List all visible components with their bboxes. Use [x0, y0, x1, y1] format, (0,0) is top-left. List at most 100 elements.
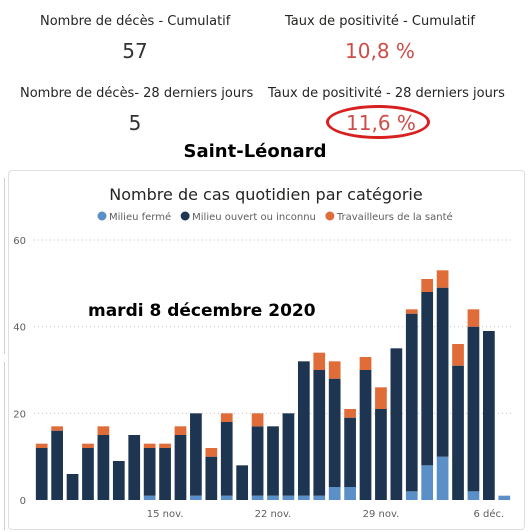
bar-segment[interactable] [159, 448, 171, 500]
bar-segment[interactable] [313, 352, 326, 370]
legend-marker [325, 211, 335, 221]
bar-segment[interactable] [282, 413, 295, 496]
kpi-value: 57 [122, 39, 148, 63]
bar-segment[interactable] [359, 357, 372, 370]
bar-segment[interactable] [205, 448, 218, 457]
bar-segment[interactable] [498, 495, 511, 500]
kpi-value: 10,8 % [345, 39, 415, 63]
bar-segment[interactable] [344, 487, 356, 500]
kpi-label: Nombre de décès- 28 derniers jours [20, 86, 254, 101]
legend-label: Milieu fermé [109, 211, 171, 223]
chart-bars [35, 270, 511, 500]
legend-label: Milieu ouvert ou inconnu [192, 212, 316, 223]
bar-segment[interactable] [282, 495, 295, 500]
bar-segment[interactable] [375, 409, 387, 500]
kpi-label: Taux de positivité - Cumulatif [285, 14, 475, 29]
highlight-ellipse [326, 105, 430, 139]
bar-segment[interactable] [467, 491, 480, 500]
bar-segment[interactable] [421, 279, 434, 292]
bar-segment[interactable] [390, 348, 403, 500]
chart-title: Nombre de cas quotidien par catégorie [109, 185, 422, 204]
bar-segment[interactable] [436, 456, 449, 500]
bar-segment[interactable] [328, 361, 341, 379]
bar-segment[interactable] [344, 409, 356, 418]
kpi-deaths-cumulative: Nombre de décès - Cumulatif 57 [40, 14, 230, 63]
bar-segment[interactable] [66, 474, 79, 500]
legend-label: Travailleurs de la santé [336, 211, 453, 223]
bar-segment[interactable] [405, 313, 418, 492]
x-tick-label: 6 déc. [474, 508, 505, 520]
bar-segment[interactable] [251, 426, 264, 496]
bar-segment[interactable] [328, 487, 341, 500]
bar-segment[interactable] [205, 456, 218, 500]
bar-segment[interactable] [436, 287, 449, 457]
kpi-value: 5 [128, 111, 142, 135]
y-tick-label: 0 [20, 496, 26, 507]
kpi-label: Taux de positivité - 28 derniers jours [268, 86, 505, 101]
bar-segment[interactable] [297, 361, 310, 496]
y-tick-label: 20 [13, 409, 26, 420]
bar-segment[interactable] [251, 495, 264, 500]
bar-segment[interactable] [35, 443, 48, 448]
bar-segment[interactable] [483, 331, 495, 500]
bar-segment[interactable] [421, 465, 434, 500]
bar-segment[interactable] [220, 422, 233, 496]
bar-segment[interactable] [297, 495, 310, 500]
adjacent-panel-edge [0, 178, 5, 354]
bar-segment[interactable] [51, 430, 63, 500]
bar-segment[interactable] [82, 443, 94, 448]
kpi-label: Nombre de décès - Cumulatif [40, 14, 231, 29]
bar-segment[interactable] [220, 413, 233, 422]
bar-segment[interactable] [236, 465, 249, 500]
bar-segment[interactable] [344, 417, 356, 487]
bar-segment[interactable] [452, 344, 464, 366]
bar-segment[interactable] [313, 495, 326, 500]
legend-marker [97, 211, 107, 221]
bar-segment[interactable] [251, 413, 264, 427]
bar-segment[interactable] [436, 270, 449, 288]
bar-segment[interactable] [82, 448, 94, 500]
location-title: Saint-Léonard [183, 141, 327, 162]
bar-segment[interactable] [143, 443, 156, 448]
bar-segment[interactable] [51, 426, 63, 431]
date-annotation: mardi 8 décembre 2020 [88, 301, 316, 321]
bar-segment[interactable] [405, 491, 418, 500]
legend-marker [180, 211, 190, 221]
bar-segment[interactable] [112, 461, 125, 500]
bar-segment[interactable] [328, 378, 341, 487]
bar-segment[interactable] [190, 413, 202, 496]
y-axis: 0 20 40 60 [13, 236, 26, 507]
bar-segment[interactable] [159, 443, 171, 448]
bar-segment[interactable] [190, 495, 202, 500]
bar-segment[interactable] [35, 448, 48, 500]
kpi-deaths-28-days: Nombre de décès- 28 derniers jours 5 [20, 86, 254, 135]
bar-segment[interactable] [174, 426, 187, 435]
bar-segment[interactable] [143, 495, 156, 500]
bar-segment[interactable] [359, 370, 372, 500]
bar-segment[interactable] [405, 309, 418, 314]
bar-segment[interactable] [143, 448, 156, 496]
bar-segment[interactable] [375, 387, 387, 409]
x-tick-label: 15 nov. [147, 509, 184, 520]
x-tick-label: 29 nov. [363, 509, 400, 520]
bar-segment[interactable] [452, 365, 464, 500]
chart-legend: Milieu fermé Milieu ouvert ou inconnu Trav… [97, 211, 453, 223]
x-axis: 15 nov. 22 nov. 29 nov. 6 déc. [147, 508, 505, 520]
kpi-positivity-cumulative: Taux de positivité - Cumulatif 10,8 % [285, 14, 475, 63]
bar-segment[interactable] [220, 495, 233, 500]
bar-segment[interactable] [313, 370, 326, 496]
y-tick-label: 60 [13, 236, 26, 247]
bar-segment[interactable] [267, 495, 279, 500]
adjacent-panel-edge [0, 362, 5, 530]
bar-segment[interactable] [467, 326, 480, 492]
x-tick-label: 22 nov. [255, 509, 292, 520]
bar-segment[interactable] [174, 435, 187, 500]
bar-segment[interactable] [97, 435, 110, 500]
bar-segment[interactable] [467, 309, 480, 327]
bar-segment[interactable] [128, 435, 141, 500]
chart-panel [8, 170, 525, 530]
bar-segment[interactable] [421, 292, 434, 466]
bar-segment[interactable] [97, 426, 110, 435]
bar-segment[interactable] [267, 426, 279, 496]
